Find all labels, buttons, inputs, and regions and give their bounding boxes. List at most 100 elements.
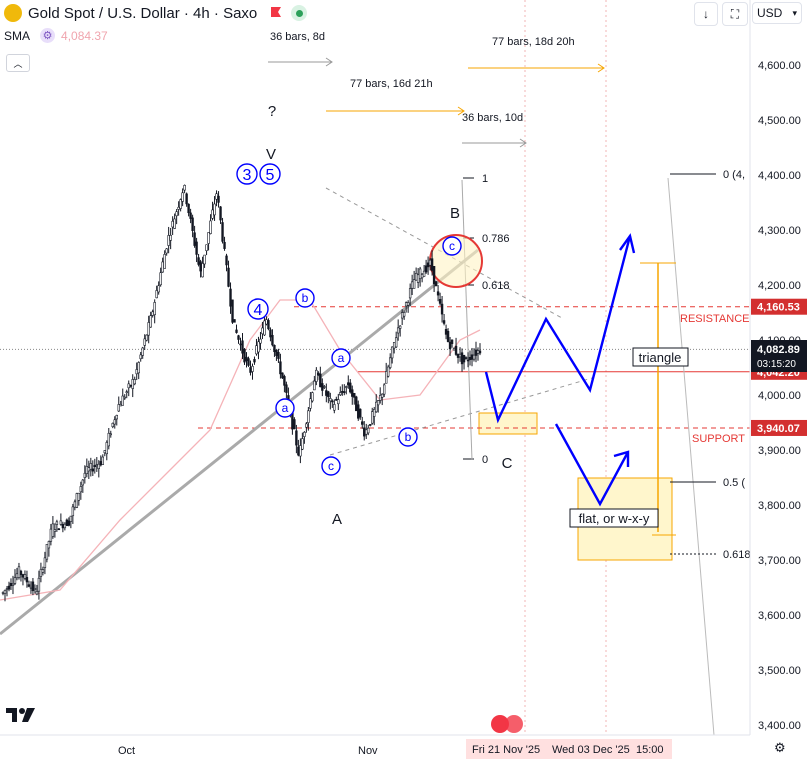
fib-line: [461, 179, 473, 461]
candle-body: [177, 206, 180, 210]
price-tick-label: 4,000.00: [758, 390, 801, 402]
tradingview-logo[interactable]: [6, 706, 38, 729]
candle-body: [347, 382, 350, 386]
scroll-down-button[interactable]: ↓: [694, 2, 718, 26]
candle-body: [283, 376, 286, 386]
candle-body: [229, 288, 232, 307]
flag-icon[interactable]: [269, 6, 283, 20]
candle-body: [33, 588, 37, 590]
chart-title: Gold Spot / U.S. Dollar · 4h · Saxo: [28, 4, 258, 22]
candle-body: [223, 241, 226, 249]
candle-body: [3, 589, 7, 594]
candle-body: [363, 427, 366, 437]
candle-body: [49, 528, 53, 542]
candle-body: [165, 248, 168, 254]
candle-body: [337, 399, 340, 405]
wave-count-label: 3: [243, 167, 252, 184]
candle-body: [359, 408, 362, 418]
candle-body: [406, 302, 410, 306]
projection-path-triangle: [484, 235, 632, 424]
candle-body: [163, 254, 166, 269]
flat-note-box: [569, 508, 659, 528]
candle-body: [478, 350, 482, 354]
time-tick-label: Oct: [118, 745, 135, 757]
candle-body: [99, 461, 102, 466]
candle-body: [193, 232, 196, 246]
candle-body: [221, 222, 224, 242]
candle-body: [1, 592, 5, 594]
candle-body: [434, 281, 438, 287]
candle-body: [171, 220, 174, 228]
candle-body: [67, 520, 71, 526]
indicator-settings-icon[interactable]: ⚙: [40, 28, 56, 43]
wave-count-circle: [247, 298, 269, 320]
triangle-note-label: triangle: [639, 350, 682, 365]
wave-count-circle: [236, 163, 258, 185]
candle-body: [430, 258, 434, 271]
candle-body: [424, 265, 428, 273]
price-tick-label: 3,900.00: [758, 445, 801, 457]
candle-body: [349, 382, 352, 393]
candle-body: [414, 273, 418, 281]
candle-body: [247, 358, 250, 366]
candle-body: [23, 574, 27, 579]
market-status-icon[interactable]: [291, 5, 308, 21]
settings-icon[interactable]: ⚙: [774, 740, 786, 755]
candle-body: [87, 467, 91, 472]
candle-body: [295, 430, 298, 446]
candle-body: [442, 320, 446, 324]
candle-body: [410, 281, 414, 289]
candle-body: [195, 241, 198, 255]
us-flag-event-icon: [505, 715, 523, 733]
candle-body: [55, 521, 59, 525]
candle-body: [355, 396, 358, 412]
candle-body: [275, 349, 278, 356]
candle-body: [47, 541, 51, 549]
candle-body: [91, 468, 95, 472]
candle-body: [261, 327, 264, 335]
bar-range-arrow: [597, 63, 605, 73]
candle-body: [151, 311, 154, 316]
candle-body: [75, 493, 79, 508]
indicator-legend[interactable]: SMA ⚙ 4,084.37: [4, 28, 108, 43]
candle-body: [361, 421, 364, 425]
candle-body: [59, 520, 63, 525]
candle-body: [173, 218, 176, 229]
candle-body: [311, 392, 314, 402]
collapse-legend-button[interactable]: ︿: [6, 54, 30, 72]
candle-body: [365, 429, 368, 435]
candle-body: [179, 199, 182, 209]
fib-label: 0.618: [723, 549, 751, 561]
candle-body: [185, 193, 188, 205]
candle-body: [159, 272, 162, 286]
candle-body: [121, 395, 124, 406]
wave-label: A: [332, 511, 342, 528]
candle-body: [373, 409, 376, 417]
time-highlight-label: Wed 03 Dec '25: [552, 744, 630, 756]
candle-body: [464, 357, 468, 359]
candle-body: [175, 211, 178, 217]
candle-body: [381, 393, 384, 398]
candle-body: [315, 369, 318, 382]
candle-body: [161, 261, 164, 273]
candle-body: [293, 419, 296, 430]
candle-body: [43, 557, 47, 568]
candle-body: [147, 322, 150, 336]
candle-body: [357, 404, 360, 419]
currency-select[interactable]: USD ▾: [752, 2, 802, 24]
candle-body: [353, 392, 356, 398]
highlight-boxes: [478, 412, 673, 561]
level-price-badge: [751, 298, 807, 315]
sma-line: [0, 299, 481, 601]
price-tick-label: 4,400.00: [758, 170, 801, 182]
candle-body: [456, 353, 460, 358]
candle-body: [11, 583, 15, 586]
candle-body: [83, 472, 87, 478]
level-price-label: 4,160.53: [757, 302, 800, 314]
screenshot-button[interactable]: ⛶: [722, 2, 748, 26]
candle-body: [339, 392, 342, 396]
currency-label: USD: [757, 6, 783, 20]
candle-body: [187, 203, 190, 214]
